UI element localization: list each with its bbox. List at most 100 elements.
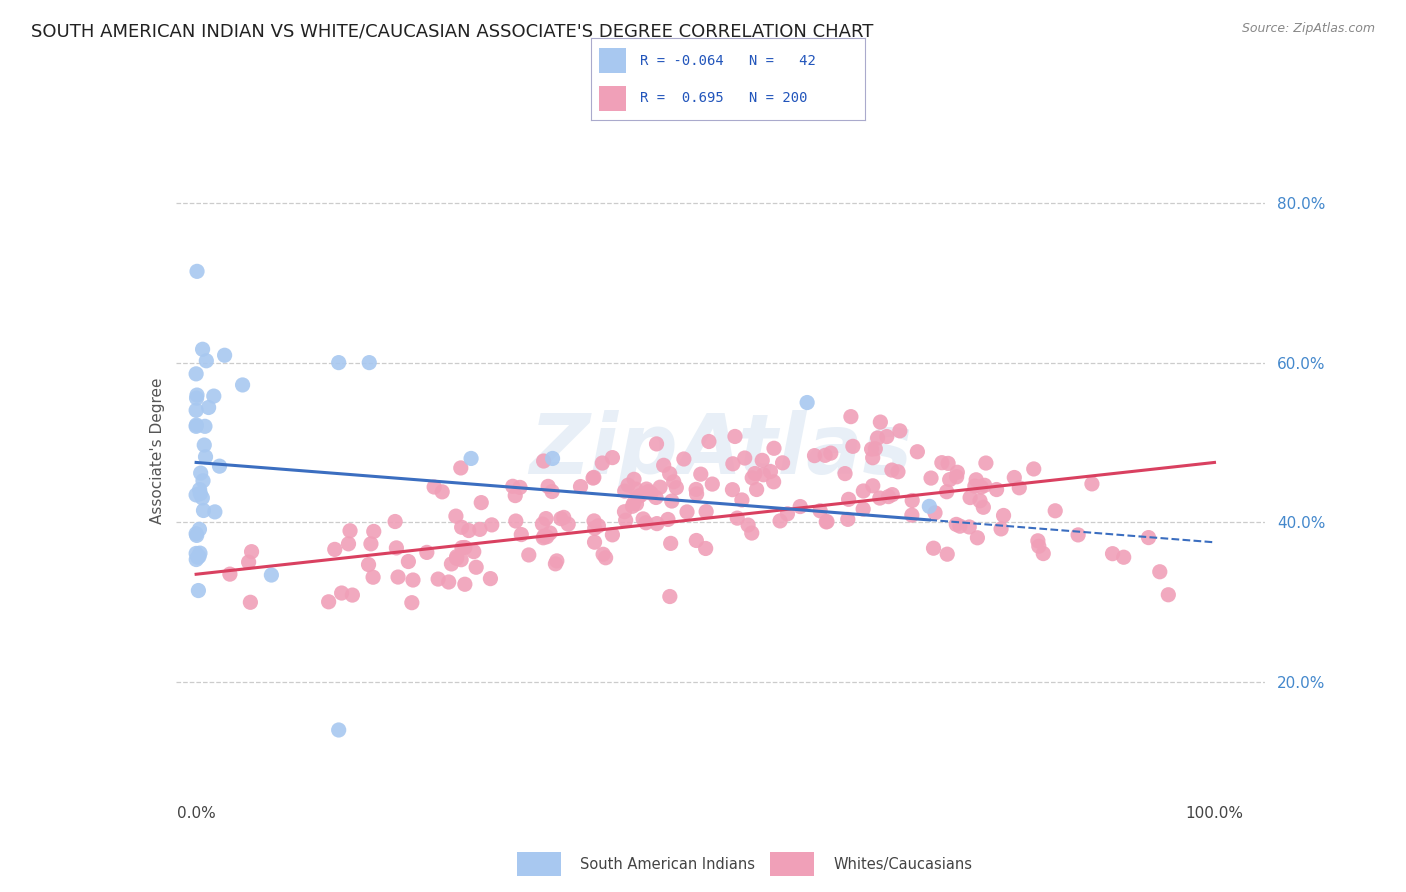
Point	[202, 389, 225, 403]
Point	[617, 478, 640, 492]
Point	[935, 484, 957, 499]
Point	[724, 429, 747, 443]
Point	[627, 490, 650, 504]
Point	[238, 555, 260, 569]
Point	[623, 472, 645, 486]
Point	[1101, 547, 1123, 561]
Point	[505, 514, 527, 528]
Point	[531, 531, 554, 545]
Bar	[770, 853, 814, 876]
Point	[193, 503, 215, 517]
Point	[186, 403, 208, 417]
Point	[661, 494, 683, 508]
Point	[602, 450, 624, 465]
Point	[922, 541, 945, 556]
Point	[186, 417, 208, 432]
Point	[536, 530, 558, 544]
Point	[387, 570, 409, 584]
Point	[814, 448, 837, 462]
Point	[862, 450, 884, 465]
Point	[208, 459, 231, 474]
Point	[384, 515, 406, 529]
Point	[614, 513, 637, 527]
Point	[1067, 528, 1090, 542]
Point	[946, 465, 969, 479]
Point	[191, 491, 214, 505]
Point	[204, 505, 226, 519]
Point	[190, 466, 212, 480]
Bar	[517, 853, 561, 876]
Point	[918, 500, 941, 514]
Point	[328, 723, 350, 737]
Point	[582, 514, 605, 528]
Point	[240, 544, 263, 558]
Point	[451, 541, 474, 555]
Point	[188, 483, 211, 497]
Point	[533, 529, 555, 543]
Point	[323, 542, 346, 557]
Point	[959, 491, 981, 505]
Point	[184, 488, 207, 502]
Point	[197, 401, 219, 415]
Point	[592, 547, 614, 561]
Point	[972, 500, 994, 515]
Point	[465, 560, 488, 574]
Point	[721, 457, 744, 471]
Point	[460, 451, 482, 466]
Point	[260, 568, 283, 582]
Point	[509, 480, 531, 494]
Point	[769, 514, 792, 528]
Point	[454, 541, 477, 555]
Point	[697, 434, 720, 449]
Point	[880, 463, 903, 477]
Point	[427, 572, 450, 586]
Point	[510, 527, 533, 541]
Point	[468, 522, 491, 536]
Point	[194, 450, 217, 464]
Point	[186, 264, 208, 278]
Point	[479, 572, 502, 586]
Point	[193, 438, 215, 452]
Point	[652, 458, 675, 473]
Point	[440, 557, 463, 571]
Point	[186, 526, 208, 541]
Point	[541, 484, 564, 499]
Point	[695, 541, 717, 556]
Point	[1032, 547, 1054, 561]
Point	[789, 500, 811, 514]
Point	[741, 471, 763, 485]
Point	[582, 470, 605, 484]
Point	[1081, 476, 1104, 491]
Point	[219, 567, 242, 582]
Y-axis label: Associate's Degree: Associate's Degree	[149, 377, 165, 524]
Point	[363, 524, 385, 539]
Point	[637, 484, 659, 499]
Point	[905, 444, 928, 458]
Point	[796, 395, 818, 409]
Point	[658, 590, 681, 604]
Point	[965, 473, 987, 487]
Point	[402, 573, 425, 587]
Point	[214, 348, 236, 362]
Point	[538, 526, 561, 541]
Point	[188, 522, 211, 536]
Point	[602, 528, 624, 542]
Point	[990, 522, 1012, 536]
Point	[1157, 588, 1180, 602]
Point	[186, 391, 208, 405]
Point	[865, 442, 887, 456]
Point	[645, 437, 668, 451]
Point	[339, 524, 361, 538]
Point	[665, 481, 688, 495]
Point	[876, 429, 898, 443]
Point	[869, 491, 891, 505]
Point	[945, 517, 967, 532]
Point	[658, 467, 681, 481]
Point	[583, 535, 606, 549]
Point	[631, 512, 654, 526]
Point	[808, 504, 831, 518]
Point	[385, 541, 408, 555]
Point	[820, 446, 842, 460]
Point	[657, 512, 679, 526]
Point	[446, 549, 468, 564]
